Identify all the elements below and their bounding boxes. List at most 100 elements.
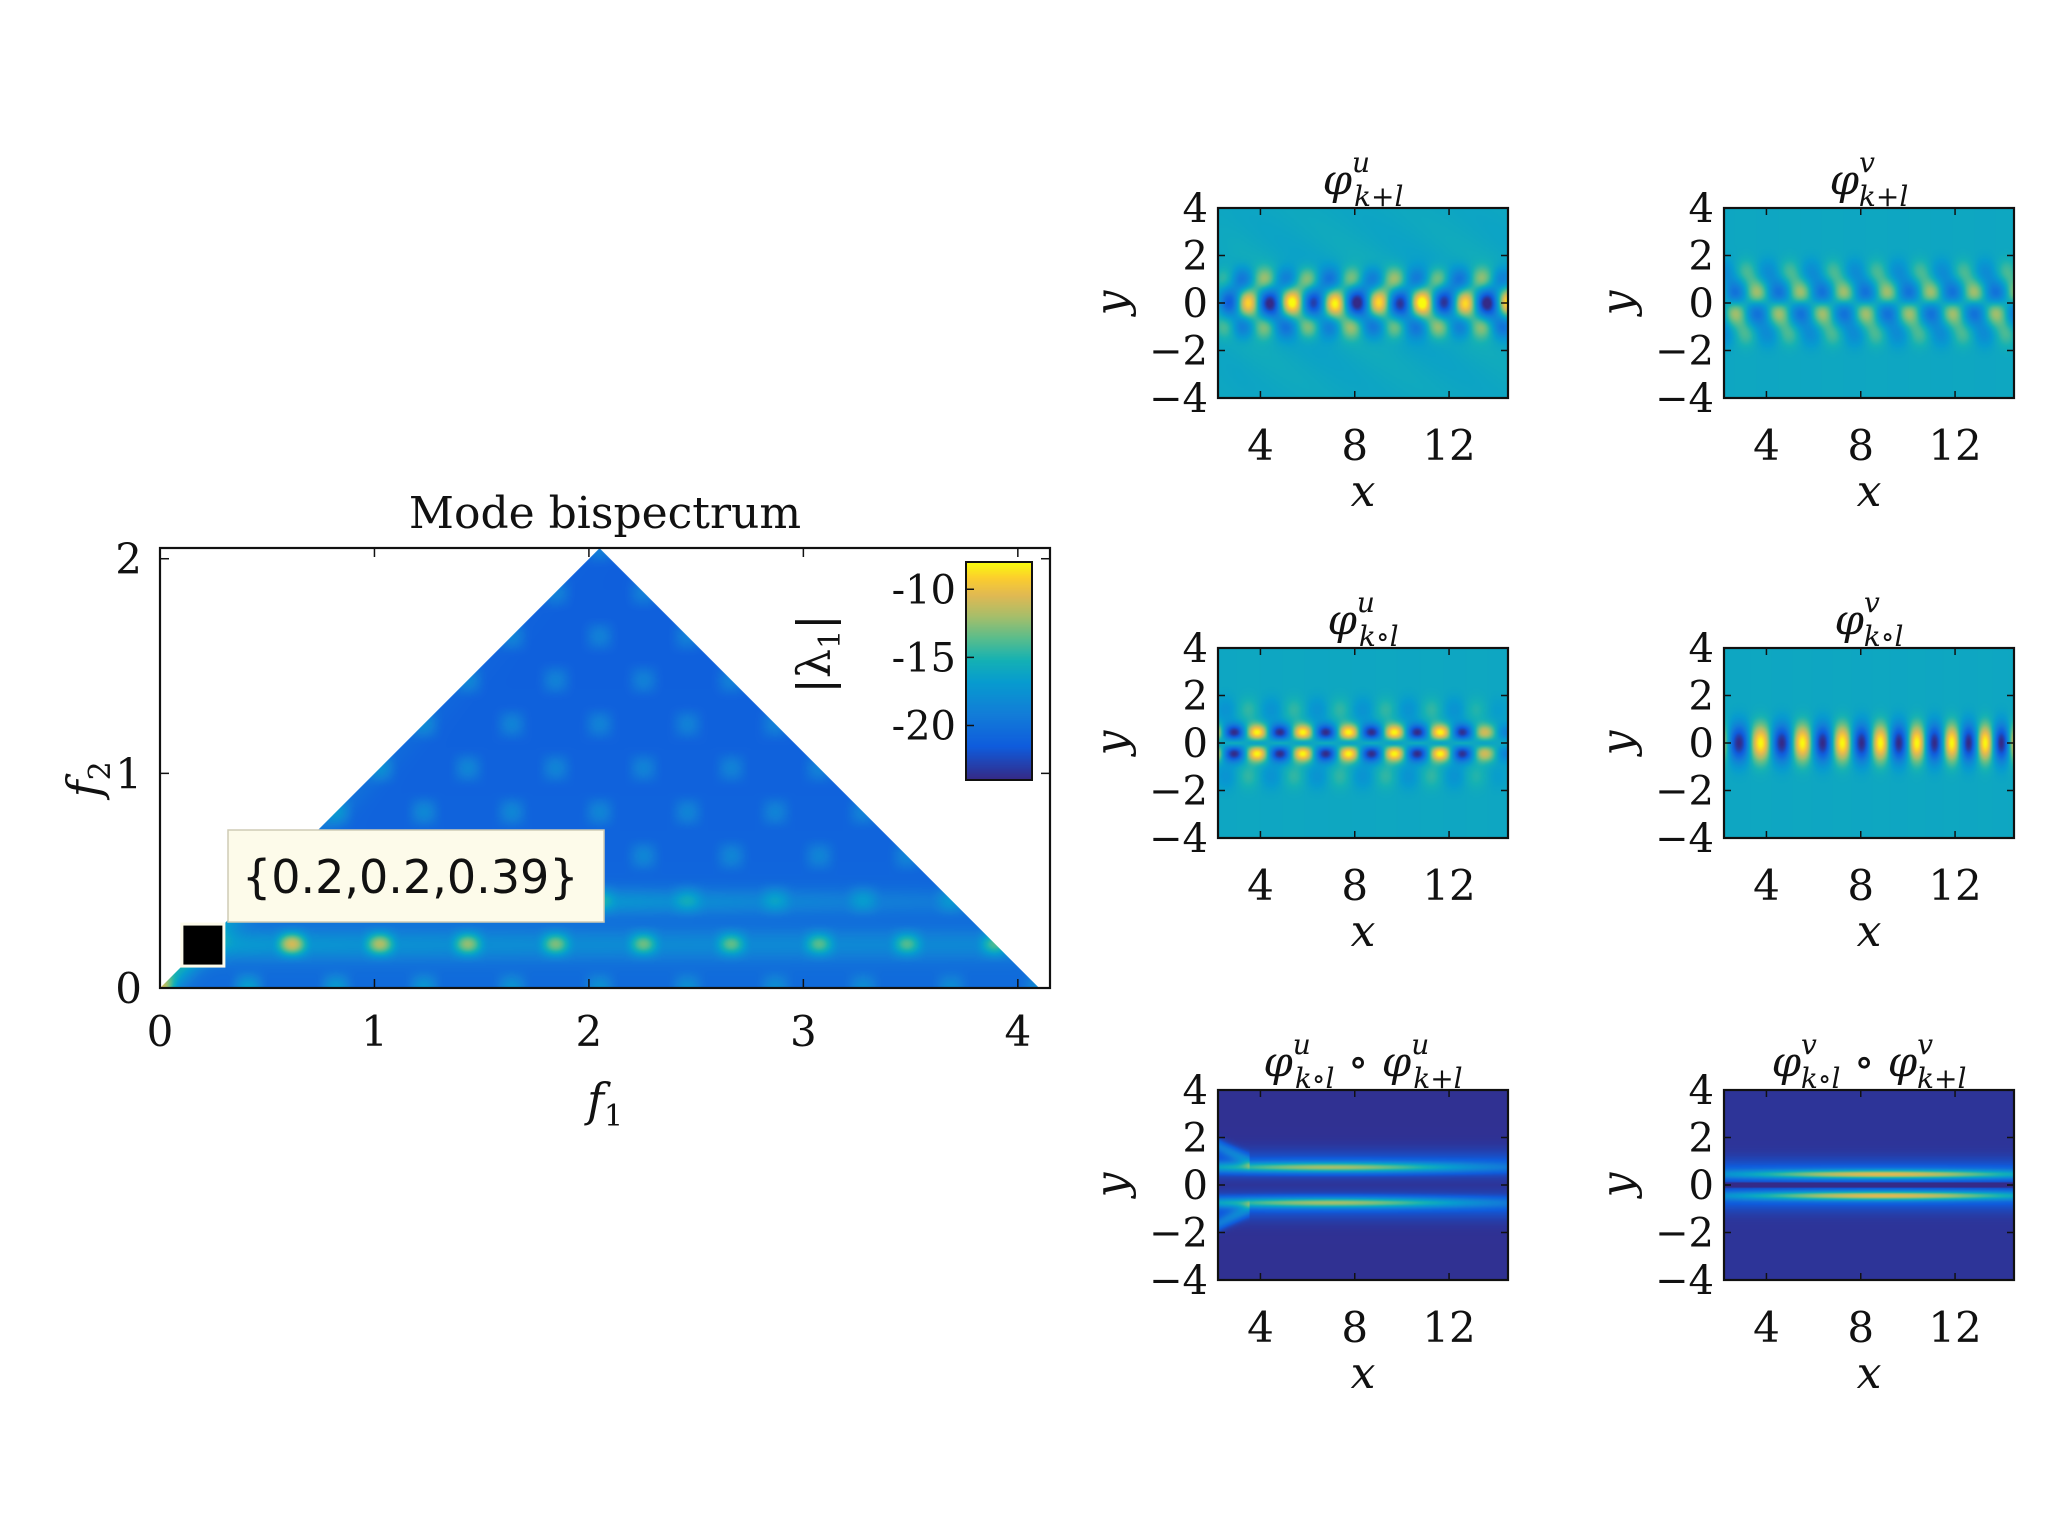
chart-title: Mode bispectrum (409, 488, 801, 539)
panel-title: φu k∘l (1327, 586, 1398, 653)
y-tick-label: −2 (1149, 329, 1208, 375)
triad-callout-text: {0.2,0.2,0.39} (242, 850, 579, 904)
y-tick-label: 0 (1183, 281, 1208, 327)
y-tick-label: 2 (1183, 234, 1208, 280)
x-tick-label: 8 (1847, 1303, 1874, 1352)
y-tick-label: 2 (115, 535, 142, 584)
selected-triad-marker[interactable] (180, 922, 226, 968)
x-tick-label: 12 (1422, 1303, 1475, 1352)
y-axis-label: y (1086, 289, 1137, 317)
y-tick-label: 0 (1689, 281, 1714, 327)
y-axis-label: y (1592, 1171, 1643, 1199)
panel-title: φv k∘l ∘ φv k+l (1772, 1028, 1967, 1095)
y-tick-label: 0 (1689, 1163, 1714, 1209)
y-axis-label: f2 (57, 761, 118, 800)
y-axis-label: y (1592, 289, 1643, 317)
y-tick-label: 0 (1689, 721, 1714, 767)
y-tick-label: −4 (1655, 376, 1714, 422)
y-tick-label: −4 (1149, 816, 1208, 862)
x-tick-label: 3 (790, 1007, 817, 1056)
title-symbol: φ (1772, 1037, 1802, 1086)
title-symbol: φ (1323, 155, 1353, 204)
title-symbol: φ (1835, 595, 1865, 644)
x-tick-label: 4 (1753, 421, 1780, 470)
panel-title: φv k+l (1830, 146, 1909, 213)
colorbar-frame (965, 561, 1033, 781)
y-tick-label: 4 (1183, 626, 1208, 672)
x-tick-label: 8 (1341, 861, 1368, 910)
x-axis-label: x (1351, 1348, 1376, 1399)
colorbar-tick-label: -20 (892, 704, 956, 750)
y-tick-label: 2 (1183, 674, 1208, 720)
y-tick-label: 0 (1183, 1163, 1208, 1209)
y-axis-label: y (1592, 729, 1643, 757)
y-tick-label: −4 (1149, 1258, 1208, 1304)
title-symbol: φ (1263, 1037, 1293, 1086)
y-axis-label: y (1086, 729, 1137, 757)
plot-frame (158, 546, 1052, 990)
x-axis-label: f1 (584, 1073, 623, 1134)
y-tick-label: 2 (1183, 1116, 1208, 1162)
x-axis-label: x (1351, 906, 1376, 957)
title-symbol: φ (1327, 595, 1357, 644)
x-tick-label: 12 (1928, 1303, 1981, 1352)
heatmap-v-kpl (1724, 208, 2014, 398)
heatmap-u-prod (1218, 1090, 1508, 1280)
y-tick-label: 0 (1183, 721, 1208, 767)
x-tick-label: 8 (1341, 421, 1368, 470)
y-tick-label: 4 (1183, 1068, 1208, 1114)
x-tick-label: 8 (1341, 1303, 1368, 1352)
y-axis-label: y (1086, 1171, 1137, 1199)
y-tick-label: 0 (115, 964, 142, 1013)
y-tick-label: −2 (1655, 329, 1714, 375)
y-tick-label: −2 (1149, 1211, 1208, 1257)
y-tick-label: 2 (1689, 234, 1714, 280)
x-tick-label: 4 (1753, 861, 1780, 910)
x-tick-label: 4 (1247, 861, 1274, 910)
x-tick-label: 12 (1422, 861, 1475, 910)
x-axis-label: x (1351, 466, 1376, 517)
colorbar-tick-label: -10 (892, 567, 956, 613)
x-axis-label: x (1857, 466, 1882, 517)
y-tick-label: 2 (1689, 1116, 1714, 1162)
x-tick-label: 4 (1753, 1303, 1780, 1352)
y-tick-label: −2 (1655, 1211, 1714, 1257)
y-tick-label: −4 (1655, 816, 1714, 862)
x-tick-label: 0 (147, 1007, 174, 1056)
y-tick-label: 1 (115, 749, 142, 798)
y-tick-label: −2 (1149, 769, 1208, 815)
y-tick-label: 2 (1689, 674, 1714, 720)
x-tick-label: 12 (1928, 861, 1981, 910)
y-tick-label: 4 (1689, 186, 1714, 232)
y-tick-label: 4 (1689, 1068, 1714, 1114)
heatmap-u-kol (1218, 648, 1508, 838)
x-tick-label: 4 (1247, 421, 1274, 470)
x-tick-label: 4 (1247, 1303, 1274, 1352)
x-tick-label: 12 (1928, 421, 1981, 470)
triad-callout (227, 829, 605, 923)
x-tick-label: 2 (576, 1007, 603, 1056)
y-tick-label: −2 (1655, 769, 1714, 815)
x-axis-label: x (1857, 906, 1882, 957)
y-tick-label: 4 (1689, 626, 1714, 672)
y-tick-label: −4 (1149, 376, 1208, 422)
x-tick-label: 4 (1004, 1007, 1031, 1056)
x-tick-label: 12 (1422, 421, 1475, 470)
colorbar-label: |λ1| (787, 614, 848, 693)
heatmap-v-kol (1724, 648, 2014, 838)
colorbar-tick-label: -15 (892, 635, 956, 681)
heatmap-v-prod (1724, 1090, 2014, 1280)
heatmap-u-kpl (1218, 208, 1508, 398)
y-tick-label: −4 (1655, 1258, 1714, 1304)
panel-title: φu k+l (1323, 146, 1404, 213)
colorbar-gradient (966, 562, 1032, 780)
x-tick-label: 8 (1847, 861, 1874, 910)
x-tick-label: 8 (1847, 421, 1874, 470)
